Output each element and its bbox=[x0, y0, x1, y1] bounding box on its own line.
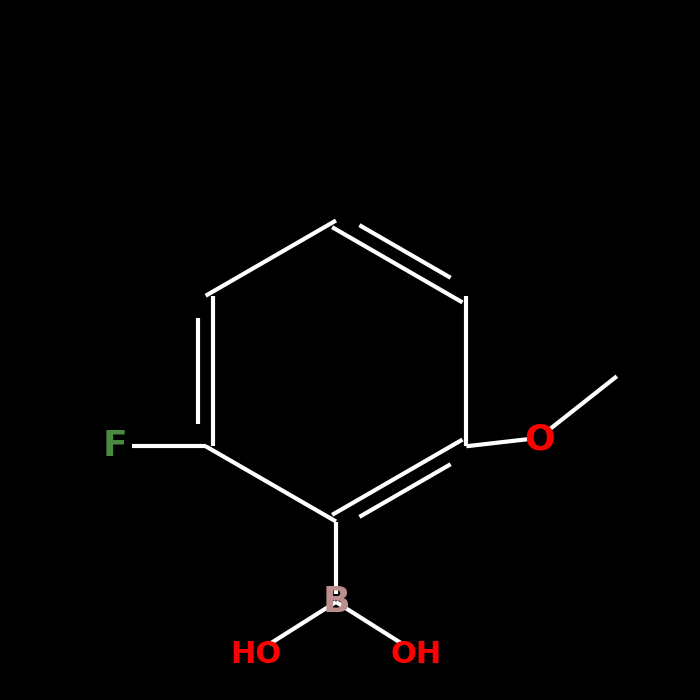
Text: HO: HO bbox=[230, 640, 281, 669]
Text: B: B bbox=[322, 585, 350, 619]
Text: OH: OH bbox=[391, 640, 442, 669]
Text: O: O bbox=[524, 422, 555, 456]
Text: F: F bbox=[102, 429, 127, 463]
